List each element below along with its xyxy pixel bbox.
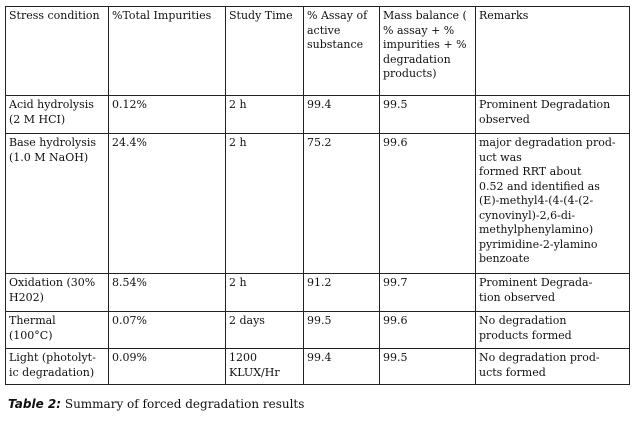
cell-remarks: Prominent Degradation observed xyxy=(475,95,630,134)
cell-time: 2 h xyxy=(225,95,304,134)
forced-degradation-table: Stress condition %Total Impurities Study… xyxy=(5,6,630,385)
cell-impurities: 8.54% xyxy=(108,273,226,312)
table-row: Acid hydrolysis (2 M HCI) 0.12% 2 h 99.4… xyxy=(5,95,630,134)
cell-impurities: 24.4% xyxy=(108,133,226,274)
table-caption: Table 2: Summary of forced degradation r… xyxy=(8,397,304,411)
cell-mass-balance: 99.6 xyxy=(379,133,476,274)
cell-mass-balance: 99.6 xyxy=(379,311,476,349)
cell-impurities: 0.12% xyxy=(108,95,226,134)
table-row: Light (photolyt- ic degradation) 0.09% 1… xyxy=(5,348,630,385)
header-total-impurities: %Total Impurities xyxy=(108,6,226,96)
header-mass-balance: Mass balance ( % assay + % impurities + … xyxy=(379,6,476,96)
cell-mass-balance: 99.5 xyxy=(379,348,476,385)
header-study-time: Study Time xyxy=(225,6,304,96)
cell-remarks: No degradation prod- ucts formed xyxy=(475,348,630,385)
cell-time: 1200 KLUX/Hr xyxy=(225,348,304,385)
header-stress-condition: Stress condition xyxy=(5,6,109,96)
cell-time: 2 days xyxy=(225,311,304,349)
cell-remarks: major degradation prod- uct was formed R… xyxy=(475,133,630,274)
cell-assay: 91.2 xyxy=(303,273,380,312)
cell-assay: 99.4 xyxy=(303,95,380,134)
table-header-row: Stress condition %Total Impurities Study… xyxy=(5,6,630,96)
table-row: Oxidation (30% H202) 8.54% 2 h 91.2 99.7… xyxy=(5,273,630,312)
cell-impurities: 0.09% xyxy=(108,348,226,385)
cell-time: 2 h xyxy=(225,133,304,274)
cell-assay: 99.5 xyxy=(303,311,380,349)
cell-condition: Thermal (100°C) xyxy=(5,311,109,349)
table-row: Thermal (100°C) 0.07% 2 days 99.5 99.6 N… xyxy=(5,311,630,349)
table-row: Base hydrolysis (1.0 M NaOH) 24.4% 2 h 7… xyxy=(5,133,630,274)
cell-condition: Light (photolyt- ic degradation) xyxy=(5,348,109,385)
cell-mass-balance: 99.7 xyxy=(379,273,476,312)
caption-text: Summary of forced degradation results xyxy=(61,397,305,411)
header-remarks: Remarks xyxy=(475,6,630,96)
cell-assay: 99.4 xyxy=(303,348,380,385)
cell-mass-balance: 99.5 xyxy=(379,95,476,134)
cell-condition: Oxidation (30% H202) xyxy=(5,273,109,312)
cell-condition: Acid hydrolysis (2 M HCI) xyxy=(5,95,109,134)
cell-impurities: 0.07% xyxy=(108,311,226,349)
header-assay: % Assay of active substance xyxy=(303,6,380,96)
cell-condition: Base hydrolysis (1.0 M NaOH) xyxy=(5,133,109,274)
cell-remarks: No degradation products formed xyxy=(475,311,630,349)
caption-label: Table 2: xyxy=(8,397,62,411)
cell-assay: 75.2 xyxy=(303,133,380,274)
cell-time: 2 h xyxy=(225,273,304,312)
cell-remarks: Prominent Degrada- tion observed xyxy=(475,273,630,312)
